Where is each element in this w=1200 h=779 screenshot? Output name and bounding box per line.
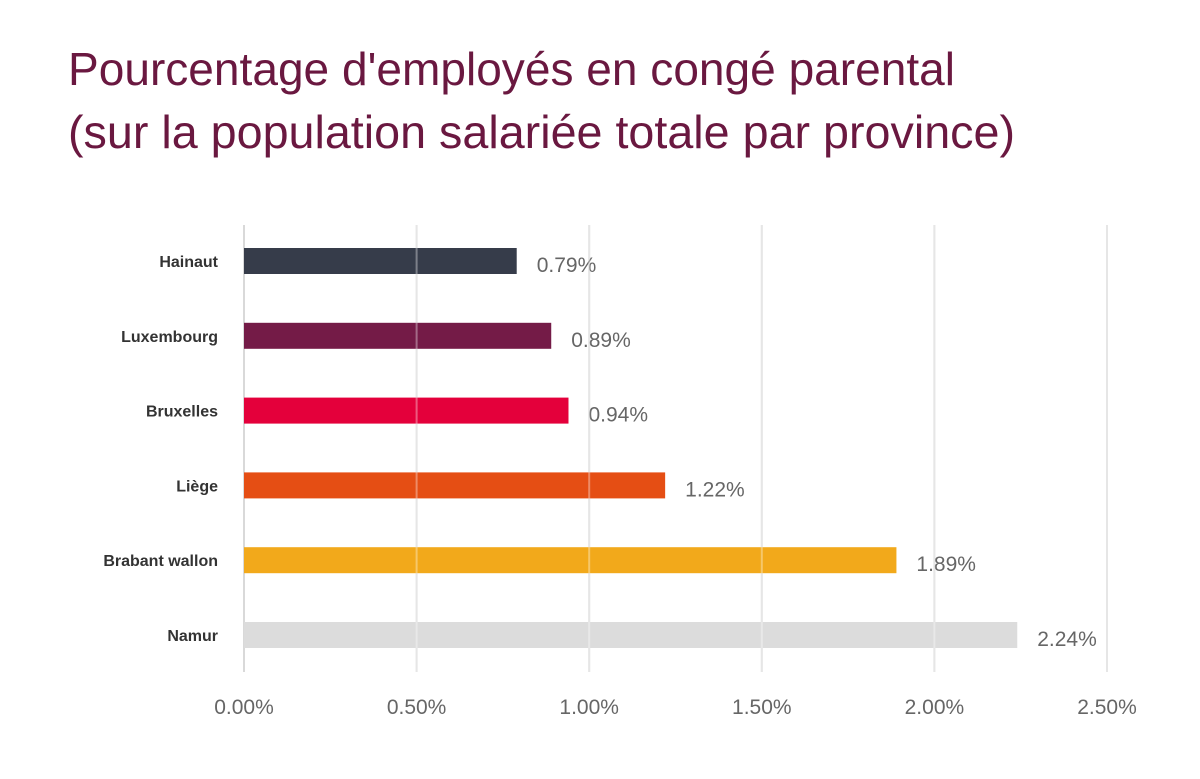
data-label: 0.94% bbox=[588, 404, 648, 427]
category-label: Namur bbox=[167, 628, 218, 645]
x-tick-label: 2.00% bbox=[905, 696, 965, 719]
bar bbox=[244, 547, 897, 574]
category-label: Bruxelles bbox=[146, 404, 218, 421]
category-label: Brabant wallon bbox=[103, 553, 218, 570]
bar bbox=[244, 322, 552, 349]
category-label: Liège bbox=[176, 478, 218, 495]
bar bbox=[244, 472, 666, 499]
data-label: 0.89% bbox=[571, 329, 631, 352]
category-label: Hainaut bbox=[159, 254, 218, 271]
x-tick-label: 0.50% bbox=[387, 696, 447, 719]
x-tick-label: 1.00% bbox=[559, 696, 619, 719]
bar bbox=[244, 397, 569, 424]
x-tick-label: 2.50% bbox=[1077, 696, 1137, 719]
x-tick-label: 1.50% bbox=[732, 696, 792, 719]
x-tick-label: 0.00% bbox=[214, 696, 274, 719]
data-label: 2.24% bbox=[1037, 628, 1097, 651]
bar bbox=[244, 622, 1018, 648]
bar bbox=[244, 248, 517, 274]
chart-title-line-1: Pourcentage d'employés en congé parental bbox=[68, 43, 955, 95]
data-label: 0.79% bbox=[537, 254, 597, 277]
category-label: Luxembourg bbox=[121, 329, 218, 346]
data-label: 1.22% bbox=[685, 478, 745, 501]
chart-title-line-2: (sur la population salariée totale par p… bbox=[68, 106, 1015, 158]
data-label: 1.89% bbox=[916, 553, 976, 576]
